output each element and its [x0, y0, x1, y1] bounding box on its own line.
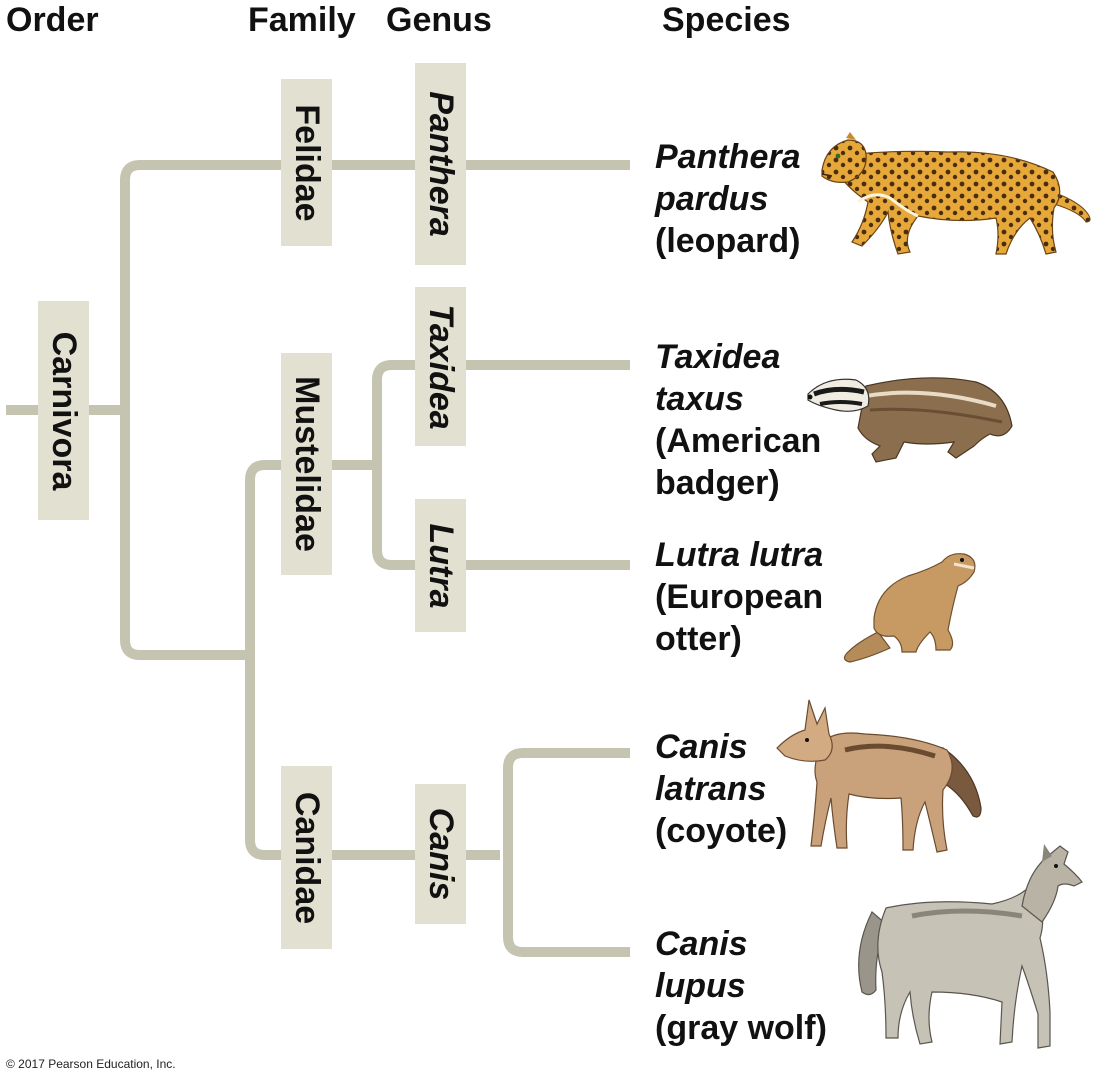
- wolf-illustration: [858, 844, 1083, 1049]
- canis-species-branch: [503, 748, 630, 957]
- species-leopard: Panthera pardus (leopard): [655, 136, 801, 262]
- species-coyote-common: (coyote): [655, 812, 788, 850]
- genus-taxidea-label: Taxidea: [421, 303, 460, 430]
- family-felidae-label: Felidae: [287, 103, 326, 222]
- species-otter-common-1: (European: [655, 578, 824, 616]
- family-split-branch: [245, 460, 500, 860]
- genus-canis-label: Canis: [421, 807, 460, 901]
- order-split-branch: [120, 160, 630, 660]
- species-badger: Taxidea taxus (American badger): [655, 336, 821, 504]
- species-badger-scientific-2: taxus: [655, 380, 744, 418]
- genus-lutra-box: Lutra: [415, 499, 466, 632]
- species-leopard-scientific-1: Panthera: [655, 138, 801, 176]
- species-coyote-scientific-1: Canis: [655, 728, 748, 766]
- species-badger-common-2: badger): [655, 464, 780, 502]
- species-otter-scientific: Lutra lutra: [655, 536, 824, 574]
- coyote-illustration: [776, 699, 982, 853]
- order-carnivora-box: Carnivora: [38, 301, 89, 520]
- badger-illustration: [807, 377, 1013, 463]
- genus-taxidea-box: Taxidea: [415, 287, 466, 446]
- genus-canis-box: Canis: [415, 784, 466, 924]
- species-coyote: Canis latrans (coyote): [655, 726, 787, 852]
- species-leopard-scientific-2: pardus: [655, 180, 769, 218]
- leopard-illustration: [821, 132, 1091, 255]
- species-badger-common-1: (American: [655, 422, 822, 460]
- species-leopard-common: (leopard): [655, 222, 801, 260]
- species-wolf-common: (gray wolf): [655, 1009, 827, 1047]
- species-badger-scientific-1: Taxidea: [655, 338, 781, 376]
- family-mustelidae-box: Mustelidae: [281, 353, 332, 575]
- header-order: Order: [6, 1, 99, 39]
- species-coyote-scientific-2: latrans: [655, 770, 767, 808]
- family-canidae-box: Canidae: [281, 766, 332, 949]
- species-otter: Lutra lutra (European otter): [655, 534, 823, 660]
- header-genus: Genus: [386, 1, 492, 39]
- header-family: Family: [248, 1, 356, 39]
- family-mustelidae-label: Mustelidae: [287, 376, 326, 552]
- species-wolf-scientific-2: lupus: [655, 967, 746, 1005]
- family-felidae-box: Felidae: [281, 79, 332, 246]
- genus-lutra-label: Lutra: [421, 523, 460, 608]
- species-wolf: Canis lupus (gray wolf): [655, 923, 827, 1049]
- header-species: Species: [662, 1, 791, 39]
- otter-illustration: [843, 553, 976, 663]
- copyright-notice: © 2017 Pearson Education, Inc.: [6, 1057, 176, 1071]
- order-carnivora-label: Carnivora: [44, 331, 83, 490]
- genus-panthera-box: Panthera: [415, 63, 466, 265]
- family-canidae-label: Canidae: [287, 791, 326, 924]
- genus-panthera-label: Panthera: [421, 91, 460, 237]
- species-wolf-scientific-1: Canis: [655, 925, 748, 963]
- species-otter-common-2: otter): [655, 620, 742, 658]
